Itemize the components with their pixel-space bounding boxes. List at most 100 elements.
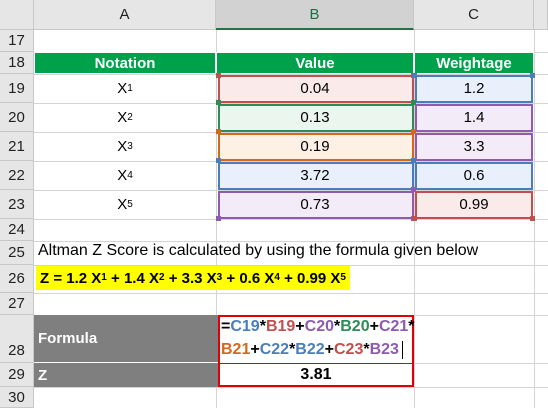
- grid-line: [34, 190, 548, 191]
- resize-handle[interactable]: [411, 129, 416, 134]
- ref-b20: B20: [340, 318, 370, 335]
- equals-sign: =: [221, 318, 231, 335]
- multiply-sign: *: [334, 318, 341, 335]
- formula-term: + 3.3 X: [164, 269, 217, 287]
- reference-box-c22: [415, 162, 533, 190]
- plus-sign: +: [369, 318, 379, 335]
- weight-cell-c23[interactable]: 0.99: [459, 196, 489, 213]
- row-header-21[interactable]: 21: [0, 132, 34, 161]
- resize-handle[interactable]: [530, 73, 535, 78]
- resize-handle[interactable]: [530, 216, 535, 221]
- ref-b22: B22: [295, 341, 325, 359]
- notation-text: X: [117, 80, 128, 97]
- column-header-a[interactable]: A: [34, 0, 216, 30]
- formula-term: + 1.4 X: [106, 269, 159, 287]
- reference-box-c23: [415, 191, 533, 219]
- value-cell-b19[interactable]: 0.04: [300, 80, 330, 97]
- ref-c19: C19: [230, 318, 260, 335]
- resize-handle[interactable]: [216, 216, 221, 221]
- ref-c20: C20: [304, 318, 334, 335]
- row-header-22[interactable]: 22: [0, 161, 34, 190]
- grid-line: [34, 132, 548, 133]
- formula-description: Altman Z Score is calculated by using th…: [38, 242, 479, 259]
- notation-text: X: [117, 167, 128, 184]
- row-header-25[interactable]: 25: [0, 241, 34, 265]
- grid-line: [34, 103, 548, 104]
- column-header-c[interactable]: C: [414, 0, 534, 30]
- multiply-sign: *: [408, 318, 415, 335]
- value-cell-b23[interactable]: 0.73: [300, 196, 330, 213]
- select-all-corner[interactable]: [0, 0, 34, 30]
- grid-line: [34, 387, 548, 388]
- value-cell-b21[interactable]: 0.19: [300, 138, 330, 155]
- formula-line-2: B21+C22*B22+C23*B23: [221, 341, 403, 359]
- row-header-23[interactable]: 23: [0, 190, 34, 219]
- row-header-18[interactable]: 18: [0, 52, 34, 74]
- row-header-19[interactable]: 19: [0, 74, 34, 103]
- value-cell-b22[interactable]: 3.72: [300, 167, 330, 184]
- weight-cell-c21[interactable]: 3.3: [463, 138, 485, 155]
- resize-handle[interactable]: [411, 158, 416, 163]
- row-header-26[interactable]: 26: [0, 265, 34, 293]
- weight-cell-c22[interactable]: 0.6: [463, 167, 485, 184]
- resize-handle[interactable]: [411, 100, 416, 105]
- plus-sign: +: [324, 341, 334, 359]
- formula-line-1: =C19*B19+C20*B20+C21*: [221, 318, 415, 336]
- formula-term: + 0.6 X: [222, 269, 275, 287]
- resize-handle[interactable]: [412, 73, 417, 78]
- header-value[interactable]: Value: [216, 52, 414, 74]
- row-header-17[interactable]: 17: [0, 30, 34, 52]
- header-weightage[interactable]: Weightage: [414, 52, 534, 74]
- z-score-result: 3.81: [300, 366, 332, 383]
- reference-box-c19: [415, 75, 533, 103]
- row-header-27[interactable]: 27: [0, 293, 34, 315]
- resize-handle[interactable]: [216, 100, 221, 105]
- formula-label-cell[interactable]: Formula: [34, 315, 218, 363]
- plus-sign: +: [250, 341, 260, 359]
- reference-box-c20: [415, 104, 533, 132]
- plus-sign: +: [295, 318, 305, 335]
- multiply-sign: *: [363, 341, 370, 359]
- reference-box-b20: [218, 104, 414, 132]
- row-header-29[interactable]: 29: [0, 363, 34, 387]
- value-cell-b20[interactable]: 0.13: [300, 109, 330, 126]
- text-cursor: [401, 341, 403, 359]
- reference-box-b23: [218, 191, 414, 219]
- resize-handle[interactable]: [411, 187, 416, 192]
- row-header-30[interactable]: 30: [0, 387, 34, 408]
- grid-line: [34, 74, 548, 75]
- column-header-b[interactable]: B: [216, 0, 414, 30]
- active-formula-cell[interactable]: [218, 315, 414, 363]
- resize-handle[interactable]: [216, 158, 221, 163]
- ref-c21: C21: [378, 318, 409, 335]
- row-header-20[interactable]: 20: [0, 103, 34, 132]
- z-label-cell[interactable]: Z: [34, 363, 218, 387]
- notation-text: X: [117, 109, 128, 126]
- weight-cell-c19[interactable]: 1.2: [463, 80, 485, 97]
- resize-handle[interactable]: [216, 73, 221, 78]
- reference-box-b21: [218, 133, 414, 161]
- resize-handle[interactable]: [412, 216, 417, 221]
- weight-cell-c20[interactable]: 1.4: [463, 109, 485, 126]
- row-header-28[interactable]: 28: [0, 315, 34, 363]
- column-header-d[interactable]: [534, 0, 548, 30]
- row-header-24[interactable]: 24: [0, 219, 34, 241]
- grid-line: [34, 293, 548, 294]
- formula-term: + 0.99 X: [279, 269, 341, 287]
- grid-line: [34, 265, 548, 266]
- notation-text: X: [117, 196, 128, 213]
- ref-b19: B19: [265, 318, 296, 335]
- notation-text: X: [117, 138, 128, 155]
- result-cell[interactable]: [218, 363, 414, 387]
- resize-handle[interactable]: [216, 129, 221, 134]
- grid-line: [34, 241, 548, 242]
- header-notation[interactable]: Notation: [34, 52, 216, 74]
- grid-line: [34, 219, 548, 220]
- formula-term: Z = 1.2 X: [40, 269, 102, 287]
